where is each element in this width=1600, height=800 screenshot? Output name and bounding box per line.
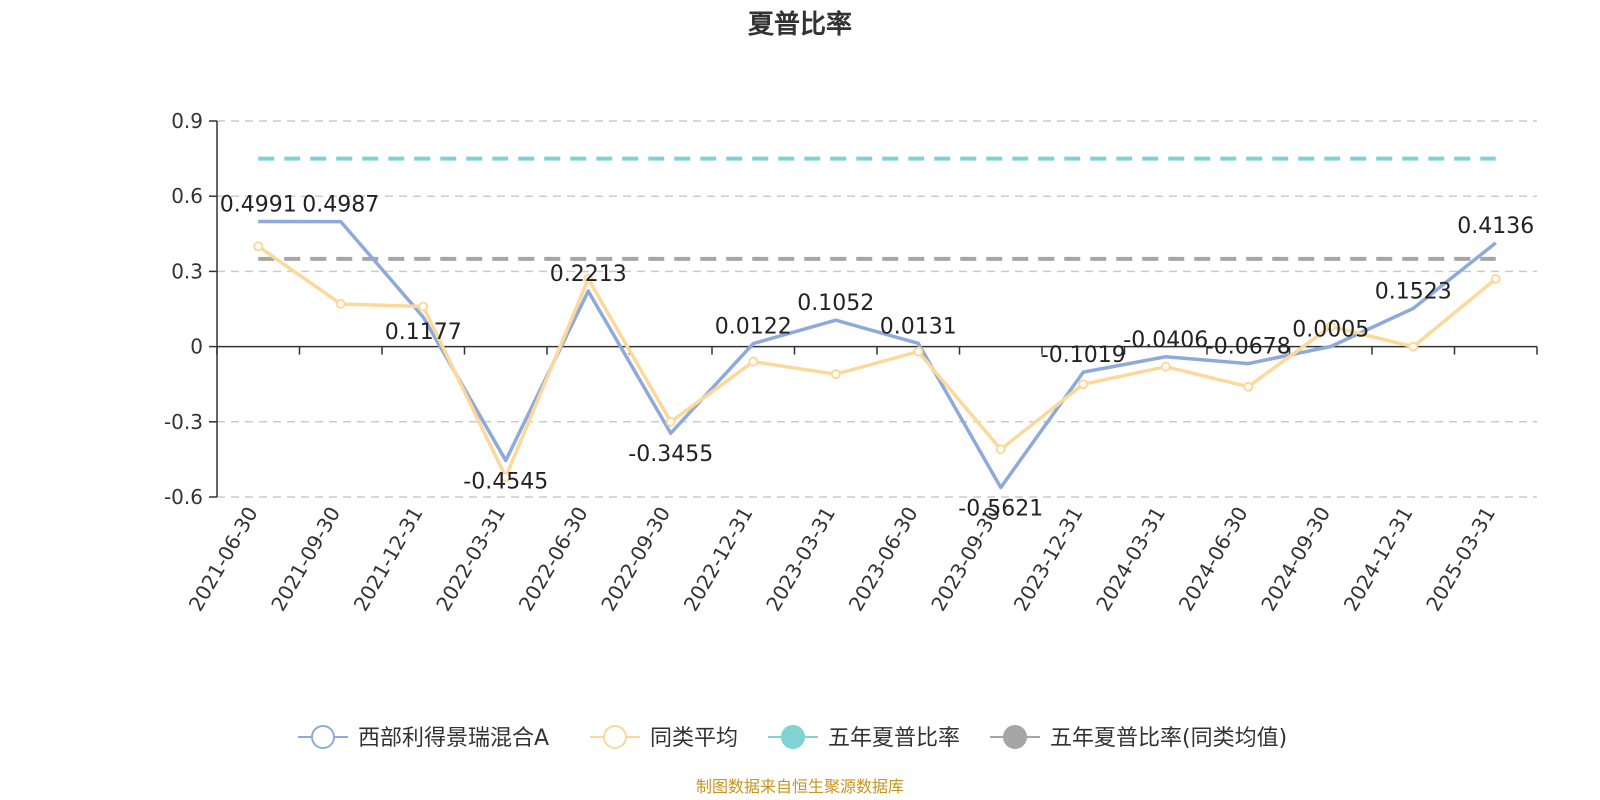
legend-label: 五年夏普比率(同类均值) <box>1050 726 1287 751</box>
data-label: 0.0005 <box>1292 317 1369 342</box>
data-label: 0.0131 <box>880 314 957 339</box>
chart-title: 夏普比率 <box>748 9 852 40</box>
source-note: 制图数据来自恒生聚源数据库 <box>696 777 904 796</box>
x-tick-label: 2022-09-30 <box>596 503 675 616</box>
x-tick-label: 2023-06-30 <box>844 503 923 616</box>
series-point <box>830 369 841 380</box>
x-tick-label: 2023-03-31 <box>761 503 840 616</box>
x-tick-label: 2021-06-30 <box>184 503 263 616</box>
legend-marker <box>781 725 805 749</box>
series-lines <box>253 219 1501 490</box>
x-tick-label: 2024-06-30 <box>1174 503 1253 616</box>
y-tick-label: 0.9 <box>171 109 203 133</box>
x-tick-label: 2022-06-30 <box>514 503 593 616</box>
x-tick-label: 2021-09-30 <box>266 503 345 616</box>
legend: 西部利得景瑞混合A 同类平均 五年夏普比率 五年夏普比率(同类均值) <box>298 725 1287 751</box>
data-label: 0.0122 <box>715 315 792 340</box>
data-label: -0.0678 <box>1206 335 1291 360</box>
series-point <box>583 273 594 284</box>
data-label: 0.1052 <box>797 291 874 316</box>
legend-marker <box>311 725 335 749</box>
data-labels: 0.4991 0.4987 0.1177 -0.4545 0.2213 -0.3455 0.… <box>220 192 1534 521</box>
legend-marker <box>1003 725 1027 749</box>
x-tick-label: 2021-12-31 <box>349 503 428 616</box>
y-tick-label: -0.6 <box>164 485 203 509</box>
x-tick-label: 2024-12-31 <box>1339 503 1418 616</box>
series-point <box>335 298 346 309</box>
x-tick-label: 2025-03-31 <box>1421 503 1500 616</box>
legend-item: 五年夏普比率 <box>768 725 960 751</box>
series-point <box>500 471 511 482</box>
y-tick-label: 0.3 <box>171 259 203 283</box>
legend-label: 同类平均 <box>650 726 738 751</box>
series-point <box>1408 341 1419 352</box>
x-tick-label: 2024-03-31 <box>1091 503 1170 616</box>
series-point <box>665 416 676 427</box>
x-tick-label: 2022-12-31 <box>679 503 758 616</box>
legend-marker <box>603 725 627 749</box>
series-point <box>1325 321 1336 332</box>
series-point <box>995 444 1006 455</box>
x-tick-label: 2024-09-30 <box>1256 503 1335 616</box>
reference-lines <box>258 156 1496 261</box>
data-label: -0.3455 <box>628 442 713 467</box>
series-point <box>253 241 264 252</box>
legend-item: 同类平均 <box>590 725 738 751</box>
data-label: 0.4991 <box>220 192 297 217</box>
y-tick-label: -0.3 <box>164 410 203 434</box>
legend-label: 西部利得景瑞混合A <box>358 726 549 751</box>
legend-item: 西部利得景瑞混合A <box>298 725 549 751</box>
data-label: 0.1177 <box>385 320 462 345</box>
data-label: -0.0406 <box>1123 328 1208 353</box>
legend-item: 五年夏普比率(同类均值) <box>990 725 1287 751</box>
data-label: -0.4545 <box>463 470 548 495</box>
data-label: 0.4987 <box>302 193 379 218</box>
series-point <box>1243 381 1254 392</box>
grid-lines <box>217 120 1537 498</box>
data-label: -0.1019 <box>1041 343 1126 368</box>
series-point <box>1078 379 1089 390</box>
data-label: 0.1523 <box>1375 279 1452 304</box>
series-point <box>748 356 759 367</box>
x-tick-label: 2022-03-31 <box>431 503 510 616</box>
data-label: 0.4136 <box>1457 214 1534 239</box>
legend-label: 五年夏普比率 <box>828 726 960 751</box>
series-point <box>913 346 924 357</box>
y-tick-label: 0 <box>190 335 203 359</box>
series-point <box>1160 361 1171 372</box>
data-label: 0.2213 <box>550 262 627 287</box>
series-point <box>1490 273 1501 284</box>
data-label: -0.5621 <box>958 496 1043 521</box>
y-tick-label: 0.6 <box>171 184 203 208</box>
series-point <box>418 301 429 312</box>
series-line <box>257 244 1497 479</box>
